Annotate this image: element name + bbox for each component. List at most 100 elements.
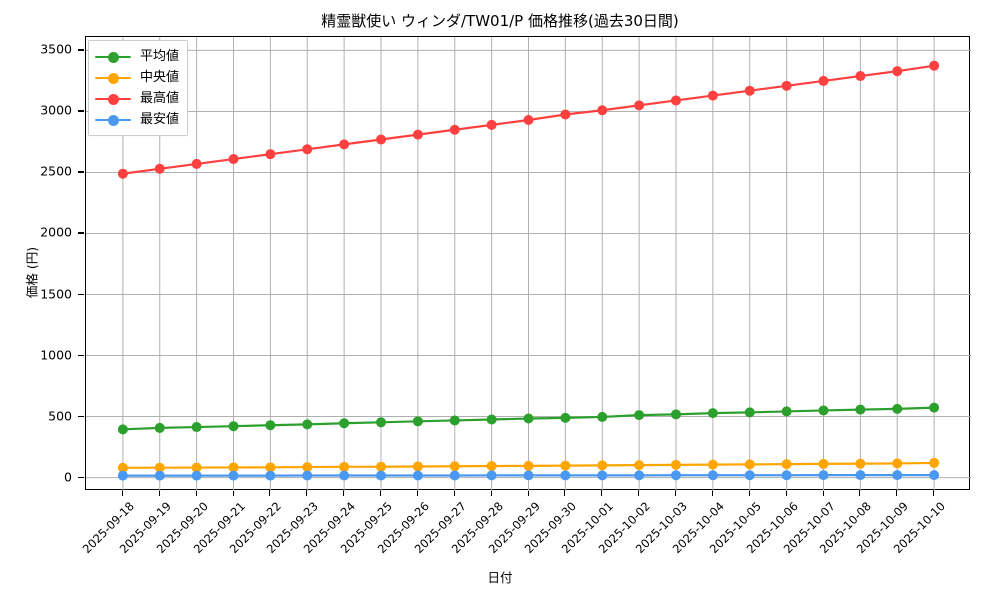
data-point-marker (745, 407, 755, 417)
legend-item[interactable]: 最高値 (95, 88, 179, 109)
data-point-marker (671, 409, 681, 419)
data-point-marker (634, 470, 644, 480)
legend-dot (108, 73, 119, 84)
data-point-marker (634, 410, 644, 420)
data-point-marker (339, 418, 349, 428)
data-point-marker (745, 459, 755, 469)
data-point-marker (487, 461, 497, 471)
data-point-marker (487, 414, 497, 424)
data-point-marker (450, 125, 460, 135)
legend-item[interactable]: 最安値 (95, 109, 179, 130)
data-point-marker (671, 460, 681, 470)
data-point-marker (708, 470, 718, 480)
data-point-marker (118, 471, 128, 481)
data-point-marker (671, 95, 681, 105)
y-axis-label: 価格 (円) (22, 213, 41, 333)
data-point-marker (192, 471, 202, 481)
plot-area (85, 36, 970, 490)
data-point-marker (929, 403, 939, 413)
data-point-marker (819, 76, 829, 86)
legend-dot (108, 115, 119, 126)
data-point-marker (413, 130, 423, 140)
legend-label: 最高値 (140, 92, 179, 106)
data-point-marker (487, 470, 497, 480)
data-point-marker (597, 105, 607, 115)
data-point-marker (671, 470, 681, 480)
data-point-marker (450, 461, 460, 471)
data-point-marker (413, 461, 423, 471)
data-point-marker (339, 471, 349, 481)
data-point-marker (560, 461, 570, 471)
data-point-marker (597, 460, 607, 470)
data-point-marker (487, 120, 497, 130)
data-point-marker (634, 100, 644, 110)
legend-marker-icon (95, 50, 131, 64)
data-point-marker (929, 61, 939, 71)
data-point-marker (782, 470, 792, 480)
legend-label: 最安値 (140, 113, 179, 127)
data-point-marker (524, 461, 534, 471)
data-point-marker (745, 86, 755, 96)
data-point-marker (524, 470, 534, 480)
data-point-marker (229, 154, 239, 164)
data-point-marker (265, 471, 275, 481)
data-point-marker (413, 416, 423, 426)
data-point-marker (819, 470, 829, 480)
chart-legend: 平均値中央値最高値最安値 (88, 40, 188, 136)
series-1 (118, 403, 939, 435)
legend-label: 中央値 (140, 71, 179, 85)
data-point-marker (855, 71, 865, 81)
legend-marker-icon (95, 71, 131, 85)
series-3 (118, 61, 939, 179)
legend-dot (108, 94, 119, 105)
data-point-marker (708, 408, 718, 418)
data-point-marker (855, 470, 865, 480)
data-point-marker (708, 91, 718, 101)
data-point-marker (302, 144, 312, 154)
data-point-marker (302, 419, 312, 429)
series-lines (86, 37, 971, 491)
data-point-marker (155, 164, 165, 174)
data-point-marker (819, 459, 829, 469)
data-point-marker (597, 412, 607, 422)
data-point-marker (708, 460, 718, 470)
data-point-marker (892, 470, 902, 480)
data-point-marker (560, 470, 570, 480)
data-point-marker (339, 139, 349, 149)
data-point-marker (560, 413, 570, 423)
legend-label: 平均値 (140, 50, 179, 64)
data-point-marker (229, 421, 239, 431)
data-point-marker (450, 471, 460, 481)
data-point-marker (560, 109, 570, 119)
data-point-marker (929, 458, 939, 468)
data-point-marker (192, 422, 202, 432)
data-point-marker (413, 471, 423, 481)
data-point-marker (597, 470, 607, 480)
legend-marker-icon (95, 92, 131, 106)
data-point-marker (155, 471, 165, 481)
data-point-marker (524, 115, 534, 125)
data-point-marker (892, 404, 902, 414)
legend-item[interactable]: 平均値 (95, 46, 179, 67)
series-4 (118, 470, 939, 480)
legend-item[interactable]: 中央値 (95, 67, 179, 88)
data-point-marker (855, 459, 865, 469)
data-point-marker (929, 470, 939, 480)
data-point-marker (265, 420, 275, 430)
legend-marker-icon (95, 113, 131, 127)
data-point-marker (782, 406, 792, 416)
data-point-marker (118, 424, 128, 434)
data-point-marker (855, 405, 865, 415)
data-point-marker (155, 423, 165, 433)
data-point-marker (524, 414, 534, 424)
data-point-marker (192, 159, 202, 169)
data-point-marker (376, 417, 386, 427)
data-point-marker (634, 460, 644, 470)
data-point-marker (782, 81, 792, 91)
data-point-marker (376, 462, 386, 472)
data-point-marker (892, 66, 902, 76)
data-point-marker (229, 471, 239, 481)
data-point-marker (302, 471, 312, 481)
data-point-marker (892, 458, 902, 468)
